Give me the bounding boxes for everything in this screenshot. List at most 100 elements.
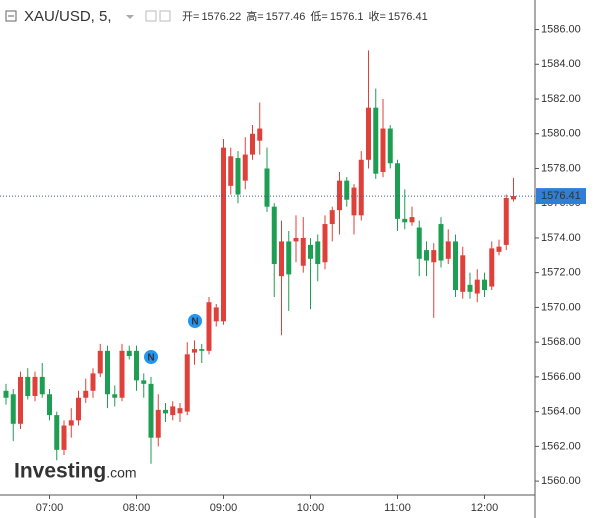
chart-title: XAU/USD, 5, [24,8,112,25]
y-tick-label: 1572.00 [541,267,581,279]
candle-body [322,224,328,263]
candle-body [511,196,516,200]
y-tick-label: 1580.00 [541,128,581,140]
candle-body [126,350,132,357]
candle-body [351,187,357,216]
candle-body [300,237,306,266]
settings-icon[interactable] [145,10,157,22]
candle-body [3,390,9,398]
candle-body [105,350,110,395]
y-tick-label: 1562.00 [541,440,581,452]
x-tick-label: 11:00 [384,502,411,514]
gear-icon[interactable] [159,10,171,22]
candle-body [496,246,502,252]
candle-body [257,128,263,141]
x-tick-label: 08:00 [123,502,151,514]
candle-body [279,241,284,277]
candle-body [431,250,437,263]
candle-body [112,394,118,398]
y-tick-label: 1578.00 [541,162,581,174]
candle-body [61,425,67,450]
candle-body [199,349,205,351]
ohlc-value: 1576.22 [201,11,241,23]
x-tick-label: 07:00 [36,502,64,514]
candle-body [264,168,270,207]
candle-body [148,383,154,438]
candle-body [170,406,176,416]
ohlc-label: 开= [182,11,199,23]
candle-body [18,376,23,424]
candle-body [308,244,313,259]
ohlc-legend: 开= 1576.22 高= 1577.46 低= 1576.1 收= 1576.41 [182,9,428,23]
candle-body [467,284,473,292]
y-tick-label: 1560.00 [541,475,581,487]
x-tick-label: 10:00 [297,502,325,514]
candle-body [293,237,299,242]
watermark: Investing [14,460,106,483]
y-tick-label: 1582.00 [541,93,581,105]
candle-body [213,307,219,322]
candle-body [373,107,379,174]
candle-body [453,241,458,291]
candle-body [358,159,364,216]
candle-body [206,302,212,351]
candle-body [315,241,321,264]
last-price-box [536,188,586,205]
candle-body [25,376,31,396]
ohlc-value: 1577.46 [266,11,306,23]
watermark-suffix: .com [106,465,136,481]
ohlc-label: 低= [310,10,327,23]
interval-dropdown[interactable] [126,15,134,19]
candle-body [119,350,125,398]
candle-body [366,107,371,160]
candle-body [329,210,335,225]
ohlc-label: 高= [246,9,263,23]
candle-body [47,394,52,416]
y-tick-label: 1574.00 [541,232,581,244]
candle-body [177,408,183,414]
x-tick-label: 09:00 [210,502,238,514]
candle-body [141,380,147,384]
candle-body [163,409,168,414]
candle-body [10,394,16,424]
candle-body [221,147,226,322]
ohlc-label: 收= [369,9,386,23]
candle-body [250,133,255,155]
candle-body [489,248,495,287]
candle-body [445,241,451,259]
candle-body [395,163,400,219]
candle-body [90,373,96,391]
candle-body [344,180,350,200]
news-marker-label: N [147,353,154,364]
candle-body [387,128,393,164]
candle-body [474,279,480,294]
candle-body [76,397,81,421]
candle-body [32,376,38,396]
candle-body [54,415,60,450]
candle-body [416,227,422,259]
candle-body [228,156,234,186]
candle-body [271,206,277,264]
candle-body [402,218,408,223]
y-tick-label: 1584.00 [541,58,581,70]
news-marker [143,349,159,365]
y-tick-label: 1568.00 [541,336,581,348]
ohlc-value: 1576.41 [388,11,428,23]
y-tick-label: 1570.00 [541,301,581,313]
candle-body [83,390,89,398]
candle-body [286,241,292,275]
y-tick-label: 1586.00 [541,23,581,35]
candle-body [192,349,197,353]
collapse-icon[interactable] [5,10,17,22]
candle-body [460,255,466,292]
candle-body [482,279,487,291]
last-price-label: 1576.41 [541,190,581,202]
candle-body [503,198,509,245]
candle-body [184,354,190,412]
candle-body [97,350,103,374]
candle-body [438,224,444,261]
candle-body [39,376,45,395]
y-tick-label: 1564.00 [541,406,581,418]
